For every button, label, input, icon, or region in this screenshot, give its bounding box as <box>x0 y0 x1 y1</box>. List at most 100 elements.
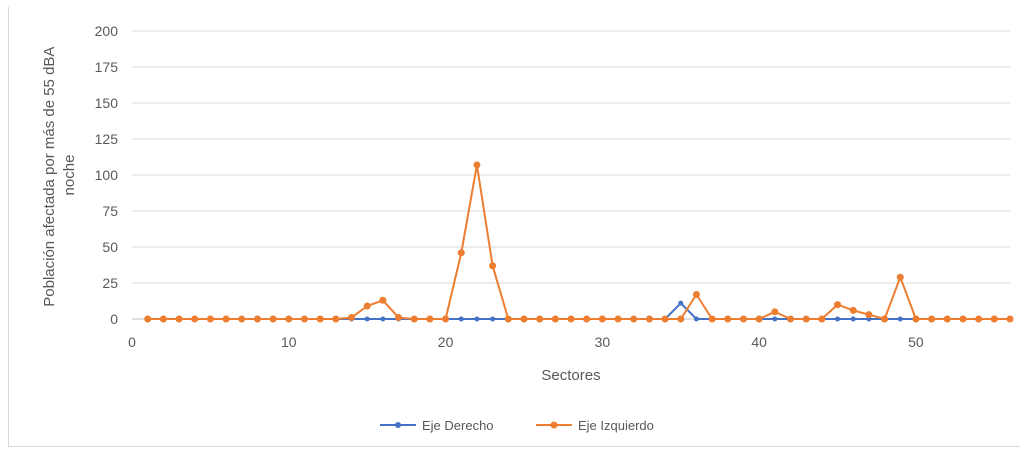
point-eje-izquierdo-53 <box>959 315 967 323</box>
legend-item-eje-derecho[interactable]: Eje Derecho <box>380 418 494 433</box>
point-eje-derecho-16 <box>380 316 386 322</box>
point-eje-izquierdo-30 <box>598 315 606 323</box>
y-tick-label-50: 50 <box>102 239 118 255</box>
point-eje-izquierdo-7 <box>238 315 246 323</box>
legend-label-eje-izquierdo: Eje Izquierdo <box>578 418 654 433</box>
point-eje-izquierdo-44 <box>818 315 826 323</box>
point-eje-izquierdo-25 <box>520 315 528 323</box>
point-eje-izquierdo-14 <box>348 314 355 322</box>
point-eje-derecho-35 <box>678 300 684 306</box>
point-eje-izquierdo-22 <box>473 161 481 169</box>
point-eje-izquierdo-41 <box>771 308 779 316</box>
point-eje-derecho-15 <box>364 316 370 322</box>
point-eje-izquierdo-2 <box>159 315 167 323</box>
point-eje-izquierdo-11 <box>300 315 308 323</box>
x-tick-label-50: 50 <box>908 334 924 350</box>
point-eje-derecho-36 <box>693 316 699 322</box>
point-eje-izquierdo-6 <box>222 315 230 323</box>
point-eje-izquierdo-34 <box>661 315 669 323</box>
point-eje-izquierdo-18 <box>410 315 418 323</box>
x-axis-title: Sectores <box>541 367 600 384</box>
y-tick-labels: 0 25 50 75 100 125 150 175 200 <box>95 23 119 327</box>
point-eje-izquierdo-13 <box>332 315 340 323</box>
point-eje-izquierdo-8 <box>253 315 261 323</box>
point-eje-izquierdo-46 <box>849 306 857 314</box>
point-eje-izquierdo-19 <box>426 315 434 323</box>
point-eje-izquierdo-31 <box>614 315 622 323</box>
legend: Eje Derecho Eje Izquierdo <box>380 418 654 433</box>
point-eje-izquierdo-29 <box>583 315 591 323</box>
point-eje-izquierdo-32 <box>630 315 638 323</box>
y-axis-title: Población afectada por más de 55 dBA noc… <box>41 43 78 307</box>
point-eje-derecho-46 <box>850 316 856 322</box>
chart-frame <box>8 7 1020 447</box>
point-eje-izquierdo-56 <box>1006 315 1014 323</box>
series-eje-izquierdo <box>144 161 1014 323</box>
point-eje-izquierdo-52 <box>943 315 951 323</box>
point-eje-izquierdo-43 <box>802 315 810 323</box>
point-eje-izquierdo-49 <box>896 273 904 281</box>
x-tick-label-20: 20 <box>438 334 454 350</box>
y-tick-label-25: 25 <box>102 275 118 291</box>
point-eje-izquierdo-35 <box>677 315 685 323</box>
point-eje-izquierdo-51 <box>928 315 936 323</box>
point-eje-derecho-41 <box>772 316 778 322</box>
x-tick-label-30: 30 <box>595 334 611 350</box>
y-tick-label-100: 100 <box>95 167 119 183</box>
x-tick-labels: 0 10 20 30 40 50 <box>128 334 924 350</box>
legend-marker-eje-izquierdo <box>550 421 558 429</box>
point-eje-izquierdo-27 <box>551 315 559 323</box>
point-eje-izquierdo-55 <box>990 315 998 323</box>
point-eje-izquierdo-20 <box>442 315 450 323</box>
point-eje-izquierdo-23 <box>489 262 497 270</box>
point-eje-izquierdo-17 <box>395 314 403 322</box>
point-eje-izquierdo-26 <box>536 315 544 323</box>
point-eje-izquierdo-38 <box>724 315 732 323</box>
point-eje-izquierdo-42 <box>787 315 794 323</box>
point-eje-izquierdo-10 <box>285 315 293 323</box>
point-eje-derecho-23 <box>490 316 496 322</box>
y-tick-label-175: 175 <box>95 59 119 75</box>
series-layer <box>144 161 1014 323</box>
point-eje-izquierdo-33 <box>645 315 653 323</box>
gridlines <box>132 30 1010 320</box>
series-line-eje-izquierdo <box>147 163 1010 320</box>
legend-marker-eje-derecho <box>395 422 401 428</box>
point-eje-izquierdo-12 <box>316 315 324 323</box>
point-eje-izquierdo-21 <box>457 249 465 257</box>
y-axis-title-line-2: noche <box>61 155 78 196</box>
point-eje-izquierdo-1 <box>144 315 152 323</box>
legend-label-eje-derecho: Eje Derecho <box>422 418 494 433</box>
point-eje-derecho-45 <box>835 316 841 322</box>
point-eje-izquierdo-47 <box>865 311 873 319</box>
point-eje-izquierdo-39 <box>739 315 747 323</box>
point-eje-izquierdo-5 <box>206 315 214 323</box>
point-eje-izquierdo-54 <box>975 315 983 323</box>
y-tick-label-150: 150 <box>95 95 119 111</box>
y-tick-label-125: 125 <box>95 131 119 147</box>
point-eje-izquierdo-37 <box>708 315 716 323</box>
point-eje-izquierdo-4 <box>191 315 199 323</box>
point-eje-izquierdo-3 <box>175 315 183 323</box>
point-eje-izquierdo-28 <box>567 315 575 323</box>
point-eje-izquierdo-16 <box>379 296 387 304</box>
point-eje-derecho-22 <box>474 316 480 322</box>
x-tick-label-0: 0 <box>128 334 136 350</box>
point-eje-izquierdo-9 <box>269 315 277 323</box>
point-eje-derecho-49 <box>897 316 903 322</box>
y-tick-label-200: 200 <box>95 23 119 39</box>
legend-item-eje-izquierdo[interactable]: Eje Izquierdo <box>536 418 654 433</box>
x-tick-label-40: 40 <box>751 334 767 350</box>
y-axis-title-line-1: Población afectada por más de 55 dBA <box>41 47 58 307</box>
point-eje-izquierdo-48 <box>881 315 889 323</box>
point-eje-derecho-21 <box>458 316 464 322</box>
series-line-eje-derecho <box>147 302 1010 320</box>
y-tick-label-75: 75 <box>102 203 118 219</box>
point-eje-izquierdo-36 <box>692 291 700 299</box>
x-tick-label-10: 10 <box>281 334 297 350</box>
point-eje-izquierdo-15 <box>363 302 371 310</box>
point-eje-izquierdo-40 <box>755 315 763 323</box>
y-tick-label-0: 0 <box>110 311 118 327</box>
point-eje-izquierdo-45 <box>834 301 842 309</box>
